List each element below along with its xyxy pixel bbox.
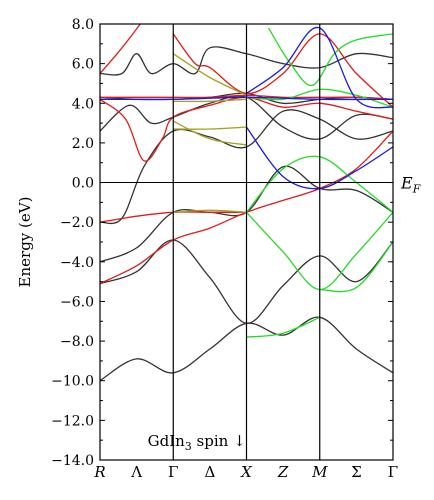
y-tick-label: −14.0: [51, 453, 94, 469]
band-line-olive-22: [173, 209, 247, 213]
spin-label: spin ↓: [192, 432, 246, 450]
band-line-olive-23: [173, 126, 247, 130]
band-line-green-14: [246, 316, 321, 338]
high-symmetry-lines: [172, 24, 321, 460]
material-formula: GdIn: [148, 432, 186, 450]
y-tick-label: −10.0: [51, 374, 94, 390]
band-line-black-6: [100, 46, 393, 76]
y-tick-label: 2.0: [72, 136, 94, 152]
fermi-level-label-main: E: [400, 174, 413, 193]
band-line-black-3: [100, 109, 393, 225]
band-line-olive-25: [173, 98, 247, 103]
y-tick-label: 4.0: [72, 96, 94, 112]
kpoint-label: X: [240, 463, 253, 481]
band-line-green-15: [319, 241, 393, 293]
band-line-red-9: [100, 96, 393, 162]
band-line-red-11: [100, 24, 141, 74]
y-tick-label: 8.0: [72, 17, 94, 33]
fermi-level-label: EF: [400, 174, 421, 196]
y-tick-label: −8.0: [60, 334, 94, 350]
y-tick-label: −2.0: [60, 215, 94, 231]
y-tick-label: −6.0: [60, 294, 94, 310]
material-formula-subscript: 3: [185, 440, 192, 453]
y-axis-ticks: 8.0 6.0 4.0 2.0 0.0 −2.0 −4.0 −6.0 −8.0 −10.0 −12.…: [51, 17, 393, 469]
y-tick-label: 0.0: [72, 176, 94, 192]
band-line-red-12: [172, 33, 393, 108]
kpoint-label: Z: [277, 463, 289, 481]
kpoint-label: Λ: [130, 463, 142, 481]
kpoint-label: Σ: [351, 463, 362, 481]
kpoint-label: Γ: [388, 463, 398, 481]
fermi-level-label-sub: F: [412, 183, 421, 196]
y-tick-label: −4.0: [60, 255, 94, 271]
band-line-olive-26: [172, 53, 247, 96]
y-tick-label: −12.0: [51, 413, 94, 429]
band-line-olive-24: [173, 120, 247, 146]
material-annotation: GdIn3 spin ↓: [148, 432, 246, 453]
y-tick-label: 6.0: [72, 57, 94, 73]
kpoint-label: Γ: [168, 463, 178, 481]
kpoint-label: R: [93, 463, 105, 481]
kpoint-label: Δ: [204, 463, 215, 481]
kpoint-label: M: [311, 463, 328, 481]
y-axis-label: Energy (eV): [16, 197, 34, 288]
